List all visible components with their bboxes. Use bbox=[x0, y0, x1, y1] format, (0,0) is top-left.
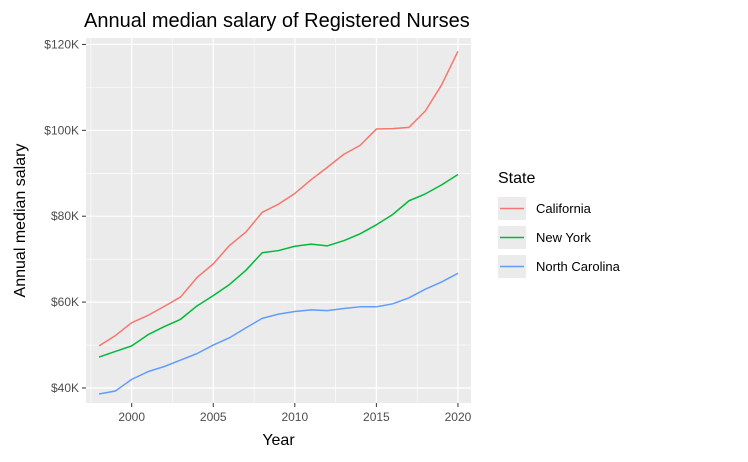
legend: State California New York North Carolina bbox=[498, 170, 621, 278]
legend-label-north-carolina: North Carolina bbox=[536, 259, 621, 274]
y-axis-title: Annual median salary bbox=[12, 144, 29, 298]
x-tick-label: 2020 bbox=[445, 410, 472, 424]
x-tick-label: 2015 bbox=[363, 410, 390, 424]
legend-label-california: California bbox=[536, 201, 592, 216]
y-tick-label: $60K bbox=[51, 295, 79, 309]
series-line-new-york bbox=[98, 173, 459, 358]
series-line-north-carolina bbox=[98, 272, 459, 395]
y-tick-label: $100K bbox=[44, 123, 79, 137]
y-axis: $40K $60K $80K $100K $120K bbox=[44, 37, 86, 395]
series-lines bbox=[98, 50, 459, 395]
major-gridlines bbox=[86, 38, 471, 403]
y-tick-label: $80K bbox=[51, 209, 79, 223]
y-tick-label: $40K bbox=[51, 381, 79, 395]
legend-title: State bbox=[498, 170, 535, 187]
minor-gridlines bbox=[86, 38, 471, 403]
y-tick-label: $120K bbox=[44, 37, 79, 51]
x-tick-label: 2010 bbox=[281, 410, 308, 424]
legend-items: California New York North Carolina bbox=[498, 197, 621, 278]
chart-title: Annual median salary of Registered Nurse… bbox=[84, 10, 470, 32]
legend-label-new-york: New York bbox=[536, 230, 591, 245]
x-axis-title: Year bbox=[262, 432, 295, 449]
x-axis: 2000 2005 2010 2015 2020 bbox=[118, 403, 472, 424]
plot-panel bbox=[86, 38, 471, 403]
x-tick-label: 2000 bbox=[118, 410, 145, 424]
series-line-california bbox=[98, 50, 459, 347]
x-tick-label: 2005 bbox=[200, 410, 227, 424]
